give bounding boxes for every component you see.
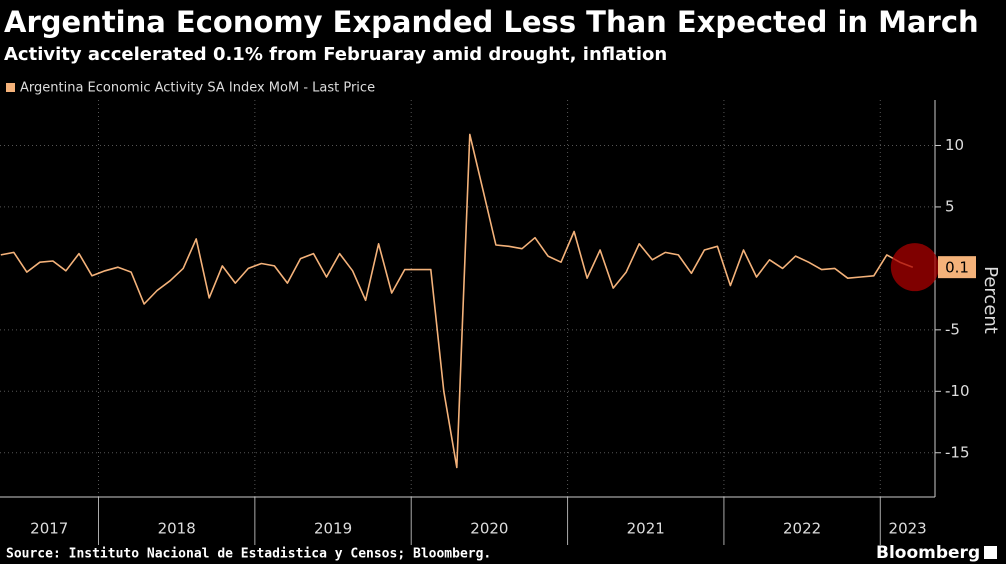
y-tick-label: -15	[945, 443, 970, 461]
chart-subtitle: Activity accelerated 0.1% from Februaray…	[4, 44, 667, 65]
y-axis-label: Percent	[980, 266, 1001, 334]
x-tick-label: 2019	[314, 520, 352, 538]
y-tick-label: -10	[945, 382, 970, 400]
x-tick-label: 2022	[783, 520, 821, 538]
x-tick-label: 2023	[889, 520, 927, 538]
source: Source: Instituto Nacional de Estadistic…	[6, 547, 491, 562]
legend-label: Argentina Economic Activity SA Index MoM…	[20, 81, 375, 96]
brand: Bloomberg	[876, 543, 980, 563]
chart-title: Argentina Economy Expanded Less Than Exp…	[4, 5, 979, 39]
y-tick-label: 5	[945, 197, 955, 215]
x-tick-label: 2018	[158, 520, 196, 538]
brand-icon	[984, 546, 997, 559]
series-line	[0, 133, 914, 469]
last-value-label: 0.1	[945, 259, 969, 277]
x-tick-label: 2020	[470, 520, 508, 538]
y-tick-label: 10	[945, 136, 964, 154]
highlight-circle	[890, 243, 939, 292]
y-tick-label: -5	[945, 320, 960, 338]
legend-swatch	[6, 83, 15, 92]
x-tick-label: 2017	[30, 520, 68, 538]
last-value-box	[938, 256, 976, 279]
x-tick-label: 2021	[627, 520, 665, 538]
